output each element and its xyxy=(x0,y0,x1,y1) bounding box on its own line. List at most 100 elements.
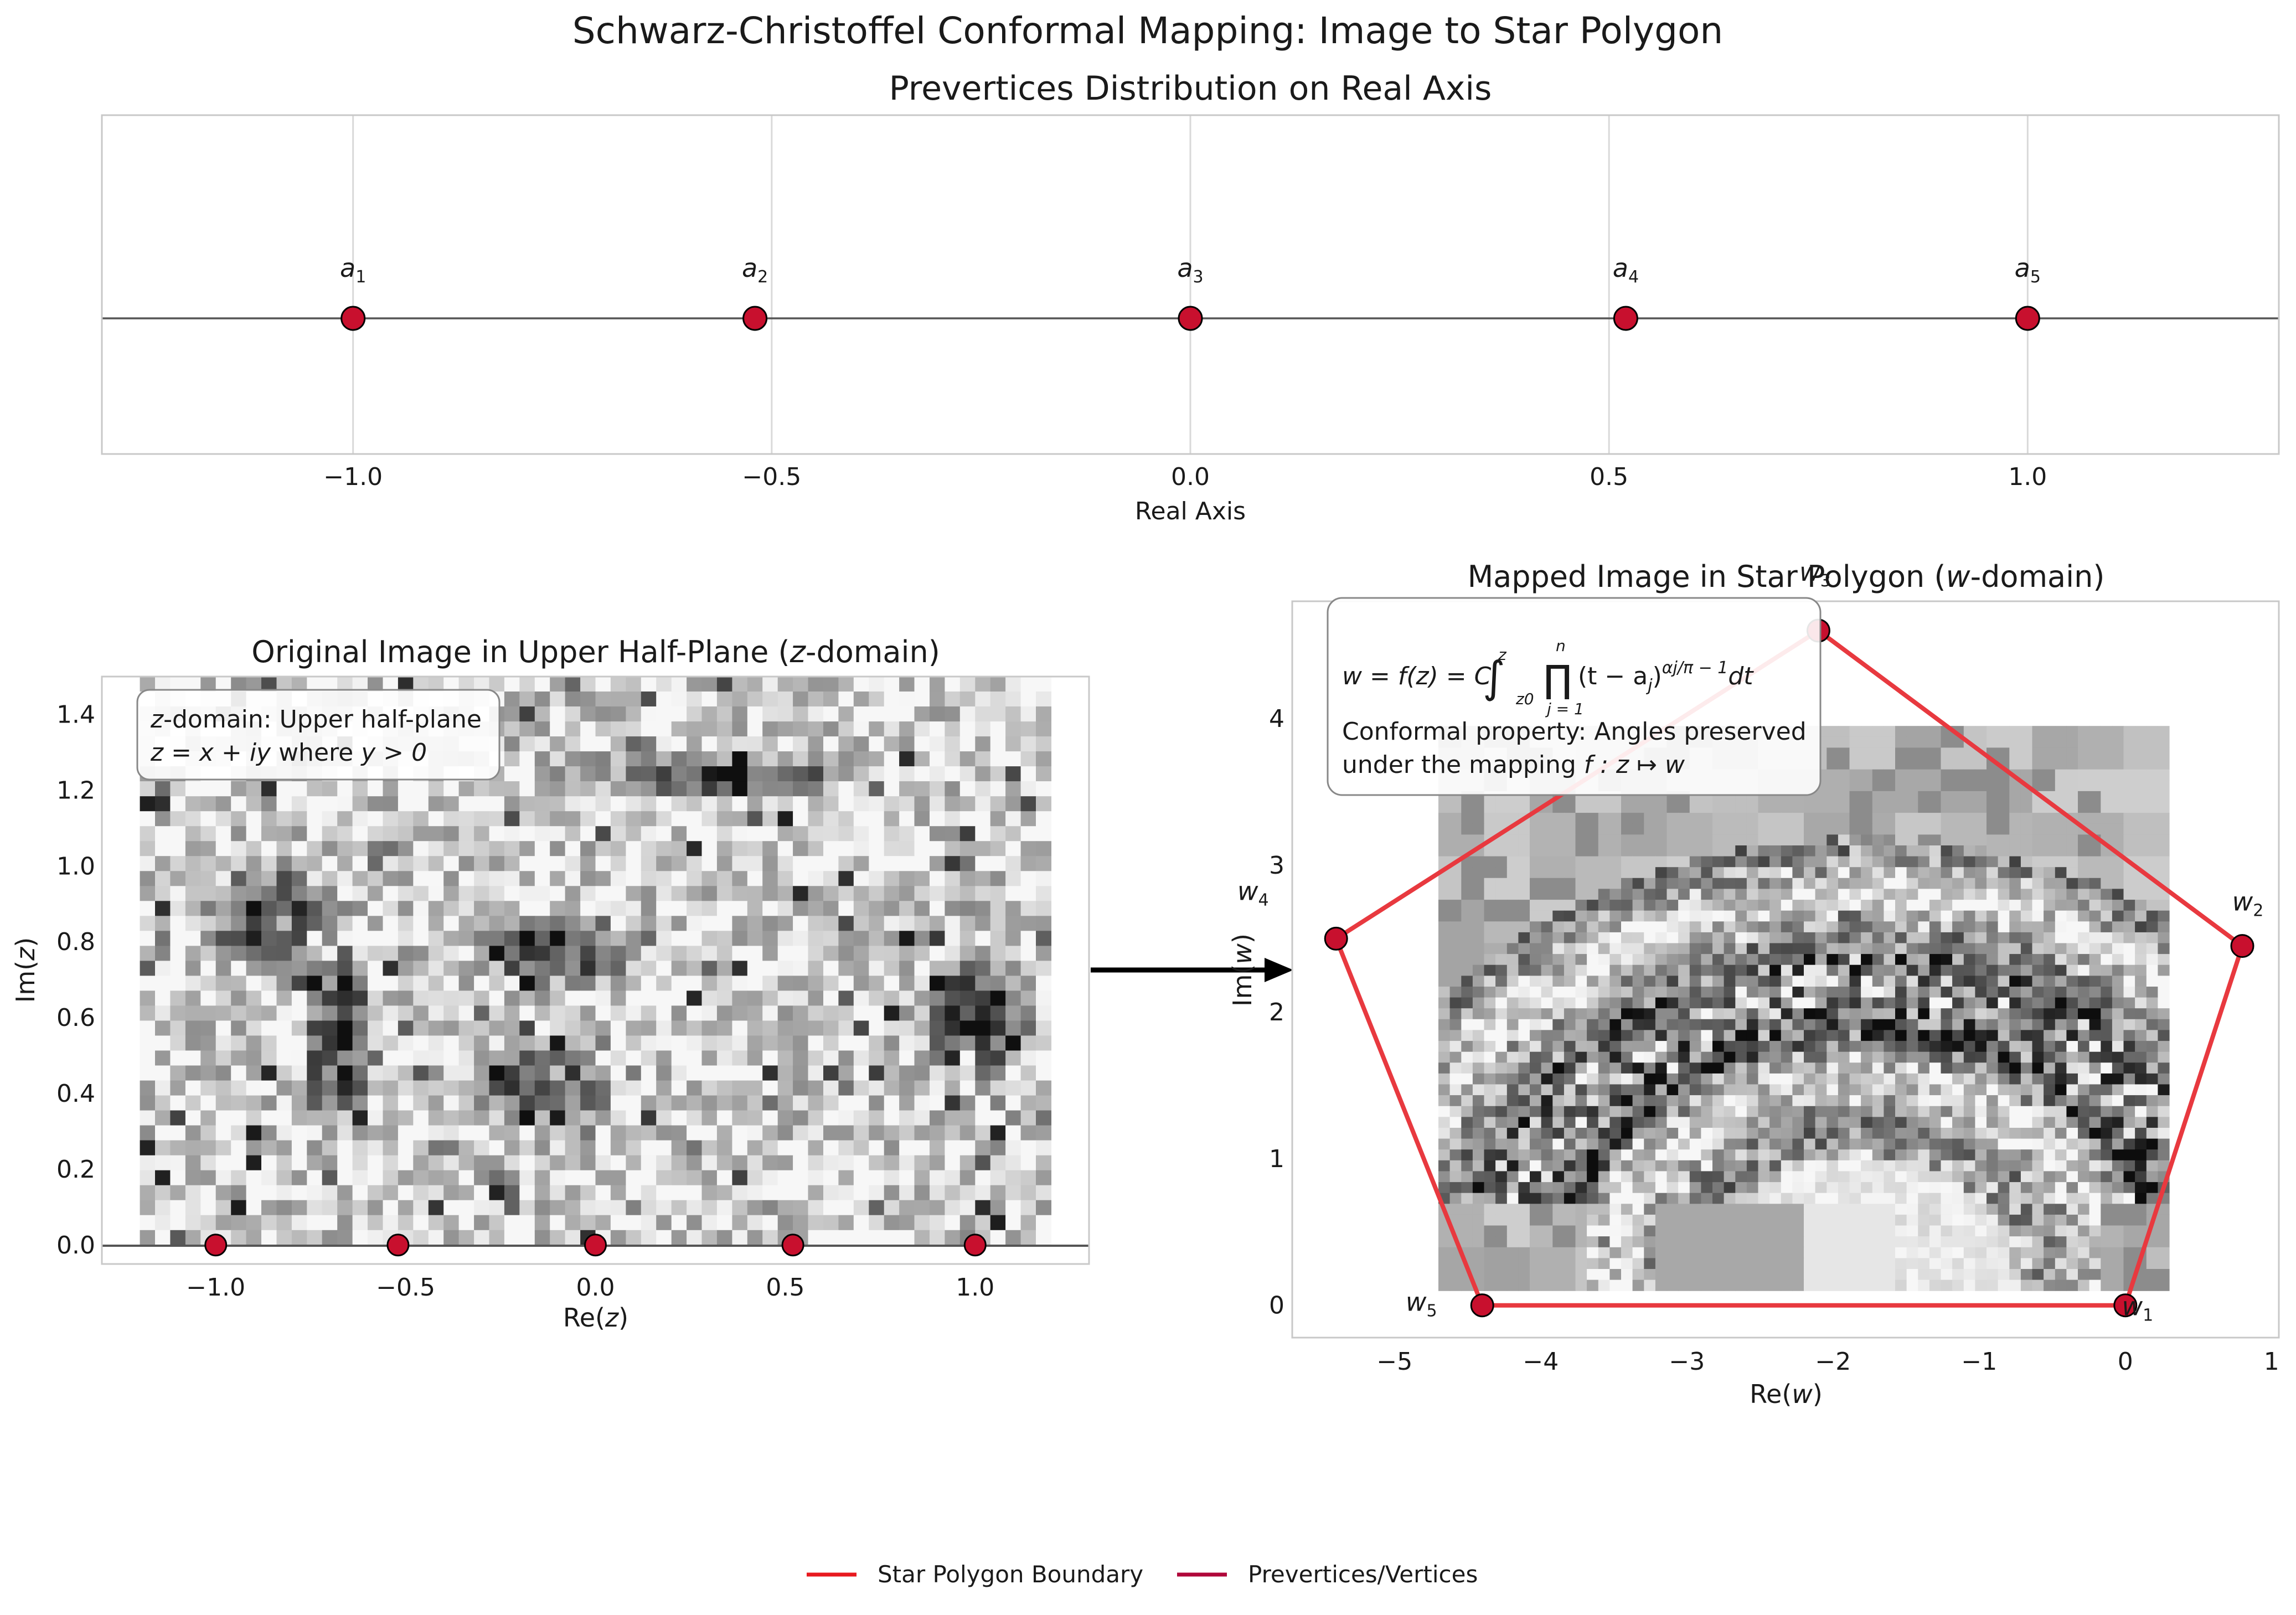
wdomain-pixel xyxy=(1541,1160,1553,1172)
zdomain-pixel xyxy=(990,916,1006,931)
zdomain-pixel xyxy=(717,901,732,916)
wdomain-pixel xyxy=(1792,1128,1804,1139)
wdomain-pixel xyxy=(1952,845,1964,856)
wdomain-pixel xyxy=(1907,976,1918,987)
zdomain-pixel xyxy=(656,886,672,901)
wdomain-pixel xyxy=(1552,1041,1564,1052)
prevertices-x-tick-label: 0.5 xyxy=(1590,463,1628,491)
wdomain-pixel xyxy=(1701,889,1712,900)
wdomain-pixel xyxy=(1450,900,1462,911)
zdomain-pixel xyxy=(565,1021,581,1036)
wdomain-pixel xyxy=(1975,889,1987,900)
zdomain-pixel xyxy=(930,961,945,976)
zdomain-pixel xyxy=(155,946,171,961)
wdomain-pixel xyxy=(2009,1074,2021,1085)
zdomain-pixel xyxy=(383,1200,399,1216)
wdomain-pixel xyxy=(1918,759,1929,770)
zdomain-pixel xyxy=(611,736,626,752)
zdomain-y-tick-label: 1.2 xyxy=(56,776,95,804)
zdomain-pixel xyxy=(975,826,990,842)
zdomain-pixel xyxy=(899,1170,915,1186)
zdomain-pixel xyxy=(368,1185,383,1201)
wdomain-pixel xyxy=(1850,867,1861,878)
zdomain-pixel xyxy=(580,692,596,707)
zdomain-pixel xyxy=(170,916,185,931)
zdomain-pixel xyxy=(1005,990,1021,1006)
zdomain-pixel xyxy=(975,766,990,782)
wdomain-pixel xyxy=(1804,1106,1815,1117)
zdomain-pixel xyxy=(231,1021,246,1036)
zdomain-pixel xyxy=(216,1005,231,1021)
wdomain-pixel xyxy=(2032,747,2044,759)
wdomain-pixel xyxy=(1952,932,1964,943)
wdomain-pixel xyxy=(1781,900,1793,911)
zdomain-pixel xyxy=(565,796,581,812)
wdomain-pixel xyxy=(1872,1041,1884,1052)
wdomain-pixel xyxy=(1644,1106,1655,1117)
zdomain-pixel xyxy=(1036,1126,1051,1141)
zdomain-pixel xyxy=(1036,976,1051,991)
wdomain-pixel xyxy=(1564,976,1576,987)
zdomain-pixel xyxy=(945,990,960,1006)
zdomain-pixel xyxy=(778,1066,793,1081)
zdomain-pixel xyxy=(823,781,839,797)
zdomain-pixel xyxy=(504,1021,520,1036)
wdomain-pixel xyxy=(2112,1117,2124,1128)
wdomain-pixel xyxy=(1609,1085,1621,1096)
zdomain-pixel xyxy=(823,1066,839,1081)
wdomain-pixel xyxy=(1975,1019,1987,1030)
zdomain-pixel xyxy=(823,1021,839,1036)
zdomain-pixel xyxy=(808,1230,824,1246)
zdomain-pixel xyxy=(687,751,702,767)
wdomain-pixel xyxy=(1576,1085,1587,1096)
zdomain-pixel xyxy=(550,1081,565,1096)
wdomain-pixel xyxy=(1507,1095,1519,1106)
wdomain-pixel xyxy=(1564,1062,1576,1074)
zdomain-pixel xyxy=(762,1111,778,1126)
wdomain-pixel xyxy=(1838,813,1850,824)
wdomain-pixel xyxy=(1621,889,1633,900)
wdomain-pixel xyxy=(2021,965,2032,976)
wdomain-pixel xyxy=(1667,965,1679,976)
wdomain-pixel xyxy=(2124,889,2135,900)
wdomain-pixel xyxy=(1941,1160,1953,1172)
wdomain-pixel xyxy=(1747,932,1758,943)
wdomain-pixel xyxy=(1678,1019,1690,1030)
zdomain-pixel xyxy=(732,1051,747,1066)
zdomain-pixel xyxy=(429,1066,444,1081)
wdomain-pixel xyxy=(1941,802,1953,813)
zdomain-pixel xyxy=(732,961,747,976)
wdomain-pixel xyxy=(1792,1139,1804,1150)
zdomain-pixel xyxy=(869,1111,884,1126)
wdomain-pixel xyxy=(1461,998,1473,1009)
wdomain-pixel xyxy=(2009,900,2021,911)
wdomain-pixel xyxy=(1838,759,1850,770)
wdomain-pixel xyxy=(1655,954,1667,965)
wdomain-pixel xyxy=(1541,1095,1553,1106)
wdomain-pixel xyxy=(1758,921,1770,932)
wdomain-pixel xyxy=(1861,932,1872,943)
zdomain-pixel xyxy=(945,1066,960,1081)
wdomain-pixel xyxy=(1507,1008,1519,1019)
zdomain-pixel xyxy=(641,706,657,722)
wdomain-pixel xyxy=(2032,1062,2044,1074)
zdomain-pixel xyxy=(292,1096,307,1111)
wdomain-pixel xyxy=(1987,965,1998,976)
zdomain-pixel xyxy=(565,1111,581,1126)
wdomain-pixel xyxy=(1850,987,1861,998)
zdomain-pixel xyxy=(732,736,747,752)
zdomain-pixel xyxy=(292,1066,307,1081)
wdomain-pixel xyxy=(1792,1160,1804,1172)
zdomain-pixel xyxy=(474,796,489,812)
wdomain-pixel xyxy=(1712,1030,1724,1041)
zdomain-pixel xyxy=(398,946,414,961)
wdomain-pixel xyxy=(2066,1095,2078,1106)
wdomain-pixel xyxy=(1655,856,1667,868)
zdomain-pixel xyxy=(368,1096,383,1111)
wdomain-pixel xyxy=(1907,943,1918,954)
wdomain-pixel xyxy=(2032,834,2044,845)
wdomain-pixel xyxy=(1564,1019,1576,1030)
wdomain-pixel xyxy=(1473,889,1484,900)
wdomain-pixel xyxy=(1998,813,2010,824)
zdomain-pixel xyxy=(687,961,702,976)
